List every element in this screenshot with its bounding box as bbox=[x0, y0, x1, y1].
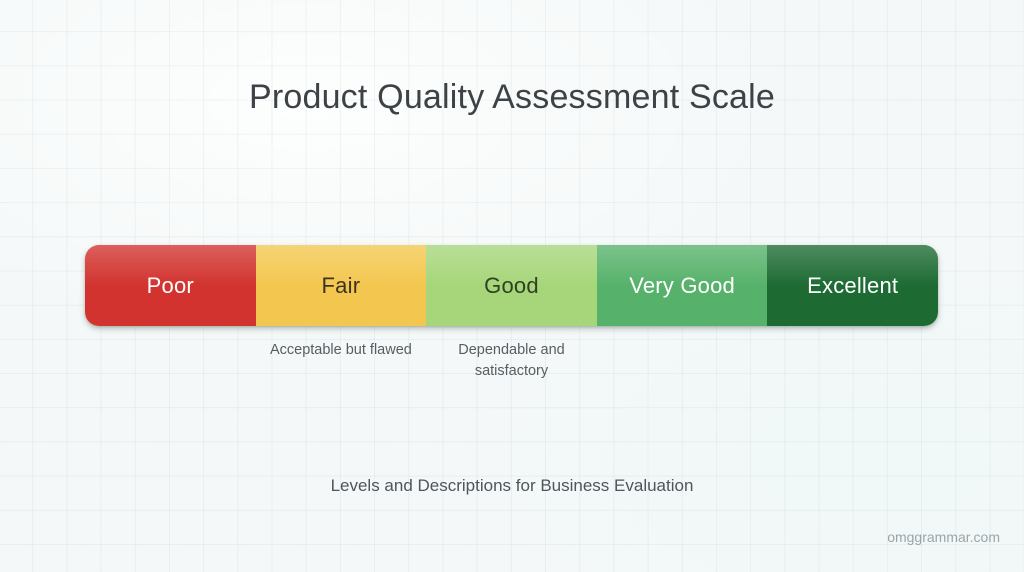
scale-segment-very-good[interactable]: Very Good bbox=[596, 245, 768, 326]
segment-description-poor bbox=[85, 340, 256, 392]
segment-description-fair: Acceptable but flawed bbox=[269, 342, 412, 358]
quality-scale-bar: Poor Fair Good Very Good Excellent bbox=[85, 245, 938, 326]
page-title: Product Quality Assessment Scale bbox=[248, 78, 776, 116]
scale-segment-label: Fair bbox=[321, 272, 361, 298]
scale-segment-fair[interactable]: Fair bbox=[255, 245, 427, 326]
scale-segment-label: Very Good bbox=[629, 272, 735, 298]
segment-description-excellent bbox=[767, 340, 938, 392]
scale-segment-excellent[interactable]: Excellent bbox=[767, 245, 938, 326]
scale-segment-label: Excellent bbox=[807, 272, 899, 298]
segment-description-very-good bbox=[597, 340, 768, 392]
caption-text: Levels and Descriptions for Business Eva… bbox=[330, 476, 694, 495]
scale-segment-good[interactable]: Good bbox=[426, 245, 597, 326]
scale-segment-poor[interactable]: Poor bbox=[85, 245, 256, 326]
watermark-label: omggrammar.com bbox=[887, 529, 1000, 545]
segment-description-good: Dependable and satisfactory bbox=[458, 342, 565, 379]
scale-segment-label: Good bbox=[484, 272, 539, 298]
scale-segment-label: Poor bbox=[146, 272, 194, 298]
segment-descriptions-row: Acceptable but flawed Dependable and sat… bbox=[85, 340, 938, 392]
